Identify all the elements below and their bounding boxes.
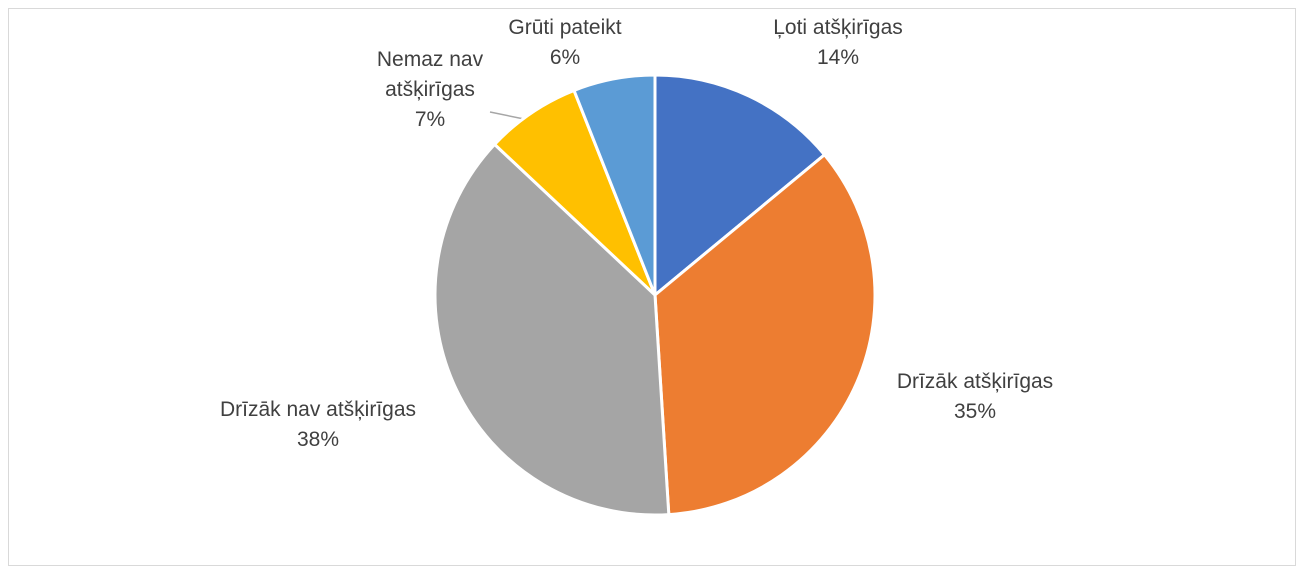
value-label: 7% [414, 108, 446, 131]
value-label: 38% [296, 428, 340, 451]
value-label: 6% [549, 46, 581, 69]
data-label: Nemaz nav atšķirīgas 7% [350, 45, 510, 135]
category-label: Nemaz nav atšķirīgas [376, 48, 484, 101]
pie-slice [433, 142, 671, 517]
pie-slice [572, 73, 657, 296]
value-label: 14% [816, 46, 860, 69]
data-label: Drīzāk atšķirīgas 35% [825, 367, 1125, 427]
data-label: Ļoti atšķirīgas 14% [688, 13, 988, 73]
category-label: Drīzāk nav atšķirīgas [219, 398, 417, 421]
category-label: Drīzāk atšķirīgas [896, 370, 1054, 393]
leader-line [489, 111, 525, 120]
category-label: Grūti pateikt [508, 16, 622, 39]
value-label: 35% [953, 400, 997, 423]
chart-frame [8, 8, 1296, 566]
pie-slice [653, 73, 827, 299]
data-label: Drīzāk nav atšķirīgas 38% [158, 395, 478, 455]
pie-slice [653, 152, 877, 517]
category-label: Ļoti atšķirīgas [773, 16, 903, 39]
data-label: Grūti pateikt 6% [440, 13, 690, 73]
